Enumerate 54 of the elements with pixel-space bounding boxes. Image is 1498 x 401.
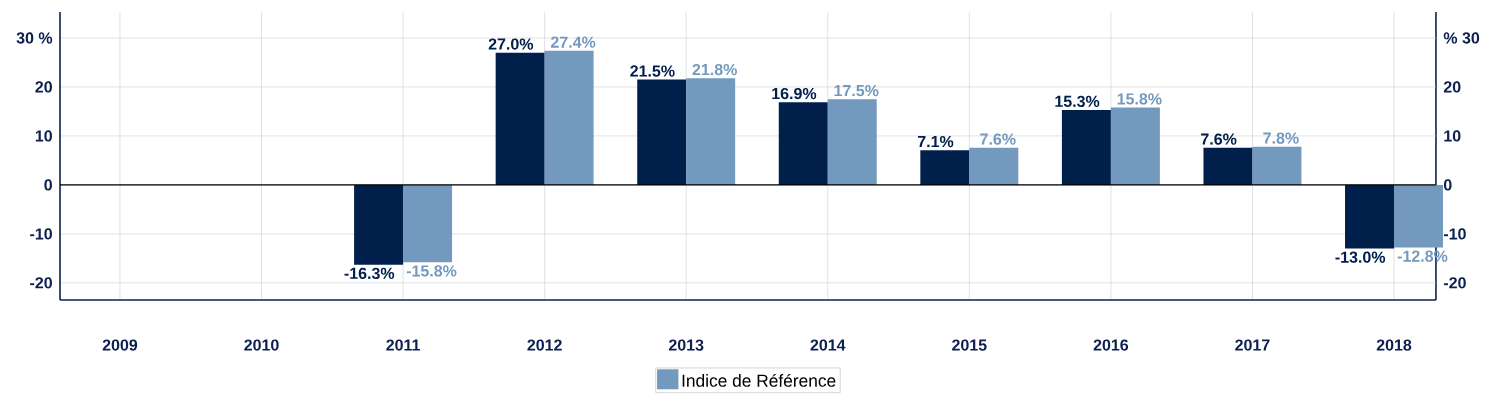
data-label: 21.8%	[692, 63, 737, 76]
data-label: -15.8%	[406, 265, 457, 277]
data-label: 16.9%	[772, 87, 817, 100]
data-label: 7.1%	[917, 135, 954, 148]
data-label: 27.4%	[550, 36, 596, 48]
y2-tick-label: 20	[1443, 81, 1461, 93]
x-tick-label: 2011	[386, 339, 420, 351]
data-label: 7.6%	[980, 133, 1016, 145]
bar	[778, 102, 828, 185]
bar	[1061, 109, 1111, 185]
bar	[1345, 184, 1395, 249]
x-tick-label: 2012	[527, 339, 562, 351]
y-tick-label: 10	[35, 130, 52, 142]
bar	[1203, 147, 1253, 185]
y2-tick-label: 0	[1443, 179, 1452, 191]
bar	[686, 78, 736, 185]
y2-tick-label: -20	[1443, 277, 1466, 289]
x-tick-label: 2013	[668, 339, 704, 351]
bar	[827, 99, 877, 185]
y2-tick-label: % 30	[1443, 32, 1480, 44]
data-label: 27.0%	[488, 38, 534, 50]
bar	[1393, 184, 1443, 248]
y-tick-label: -10	[30, 228, 52, 240]
legend-label: Indice de Référence	[682, 373, 836, 387]
x-tick-label: 2018	[1376, 339, 1412, 351]
x-tick-label: 2017	[1235, 339, 1270, 351]
bar	[637, 79, 687, 185]
bar	[920, 150, 970, 185]
bar	[354, 184, 404, 265]
x-tick-label: 2009	[102, 339, 138, 351]
y-tick-label: 20	[35, 81, 52, 93]
bar	[969, 147, 1019, 185]
data-label: -13.0%	[1335, 251, 1386, 263]
data-label: 7.8%	[1263, 132, 1299, 144]
data-label: -16.3%	[344, 267, 395, 280]
x-tick-label: 2010	[244, 339, 279, 351]
x-tick-label: 2015	[952, 339, 987, 351]
bar	[403, 184, 453, 263]
y-tick-label: 30 %	[16, 32, 53, 44]
data-label: 15.3%	[1055, 95, 1100, 108]
bar	[1252, 146, 1302, 185]
y2-tick-label: 10	[1444, 130, 1461, 142]
data-label: 15.8%	[1117, 93, 1162, 105]
x-tick-label: 2014	[810, 339, 846, 351]
y-tick-label: 0	[44, 179, 52, 191]
bar	[495, 52, 545, 185]
data-label: 21.5%	[630, 65, 675, 77]
bar	[1110, 107, 1160, 185]
data-label: 7.6%	[1201, 133, 1237, 145]
data-label: 17.5%	[834, 84, 879, 97]
y-tick-label: -20	[30, 277, 52, 289]
bar	[544, 50, 594, 185]
y2-tick-label: -10	[1443, 228, 1466, 240]
x-tick-label: 2016	[1093, 339, 1129, 351]
